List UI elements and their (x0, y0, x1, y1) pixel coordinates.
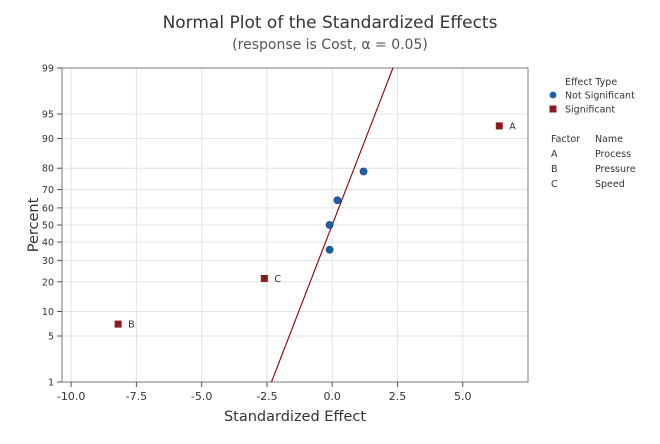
legend-title: Effect Type (565, 77, 617, 88)
x-axis-label: Standardized Effect (224, 409, 366, 425)
grid-lines (62, 67, 528, 383)
y-tick-label: 60 (42, 203, 54, 214)
y-tick-label: 1 (48, 378, 54, 389)
point-not-significant (359, 167, 368, 176)
point-label: B (128, 320, 135, 331)
point-significant (114, 320, 122, 328)
factor-table-cell: B (551, 164, 558, 175)
point-significant (260, 274, 268, 282)
y-tick-label: 20 (42, 277, 54, 288)
x-tick-label: -10.0 (57, 390, 85, 403)
x-tick-label: 2.5 (389, 390, 407, 403)
y-tick-label: 95 (42, 109, 54, 120)
point-significant (495, 122, 503, 130)
point-not-significant (325, 221, 334, 229)
point-label: A (509, 121, 516, 132)
point-not-significant (325, 245, 334, 254)
y-tick-label: 80 (42, 164, 54, 175)
axis-ticks: -10.0 -7.5 -5.0 -2.5 0.0 2.5 5.0 1 5 10 20 30 40 50 60… (42, 64, 472, 404)
x-tick-label: -5.0 (191, 390, 212, 403)
data-points: B C A (114, 121, 516, 331)
y-tick-label: 90 (42, 134, 54, 145)
factor-table-cell: Process (595, 149, 631, 160)
chart-title: Normal Plot of the Standardized Effects (163, 13, 498, 33)
legend-marker-square (549, 105, 557, 113)
factor-table-cell: C (551, 179, 558, 190)
legend-label: Not Significant (565, 91, 635, 102)
y-tick-label: 5 (48, 332, 54, 343)
point-not-significant (333, 196, 342, 205)
chart-subtitle: (response is Cost, α = 0.05) (232, 37, 428, 53)
factor-table: Factor Name A Process B Pressure C Speed (551, 134, 636, 190)
x-tick-label: 0.0 (323, 390, 341, 403)
y-tick-label: 10 (42, 307, 54, 318)
factor-table-header: Factor (551, 134, 580, 145)
factor-table-cell: A (551, 149, 558, 160)
y-tick-label: 99 (42, 64, 54, 75)
x-tick-label: 5.0 (454, 390, 472, 403)
y-tick-label: 30 (42, 256, 54, 267)
y-tick-label: 70 (42, 185, 54, 196)
y-tick-label: 50 (42, 221, 54, 232)
legend-label: Significant (565, 105, 615, 116)
legend-marker-circle (549, 91, 557, 99)
y-axis-label: Percent (26, 197, 42, 252)
x-tick-label: -2.5 (256, 390, 277, 403)
factor-table-header: Name (595, 134, 623, 145)
point-label: C (274, 274, 281, 285)
y-tick-label: 40 (42, 238, 54, 249)
x-tick-label: -7.5 (126, 390, 147, 403)
factor-table-cell: Pressure (595, 164, 636, 175)
factor-table-cell: Speed (595, 179, 625, 190)
legend: Effect Type Not Significant Significant (549, 77, 635, 116)
